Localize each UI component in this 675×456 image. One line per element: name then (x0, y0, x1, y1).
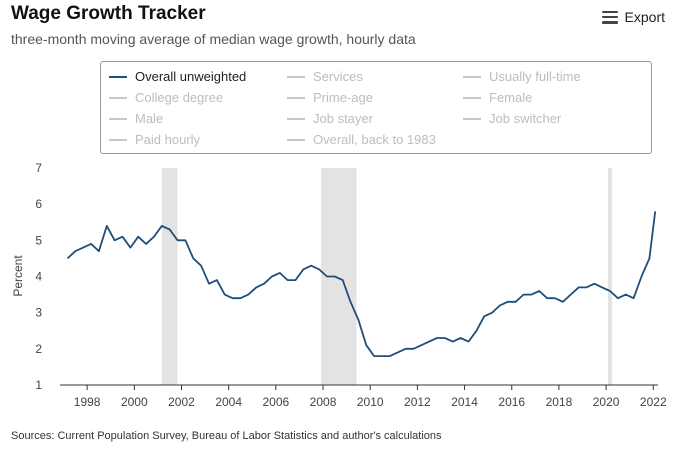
x-tick-label: 1998 (74, 395, 101, 409)
legend-label: Paid hourly (135, 132, 201, 147)
y-axis-label: Percent (11, 255, 25, 297)
y-tick-label: 3 (35, 306, 42, 320)
legend-box: Overall unweighted Services Usually full… (100, 61, 652, 154)
x-tick-label: 2002 (168, 395, 195, 409)
legend-swatch (463, 117, 481, 120)
x-tick-label: 2018 (546, 395, 573, 409)
y-axis: 1 2 3 4 5 6 7 (35, 161, 42, 392)
export-button[interactable]: Export (601, 9, 665, 25)
legend-item-female[interactable]: Female (463, 90, 532, 105)
legend-item-overall-unweighted[interactable]: Overall unweighted (109, 69, 246, 84)
export-label: Export (624, 9, 665, 25)
legend-item-services[interactable]: Services (287, 69, 363, 84)
legend-item-overall-back-to-1983[interactable]: Overall, back to 1983 (287, 132, 436, 147)
legend-label: College degree (135, 90, 224, 105)
recession-band (608, 168, 613, 385)
x-tick-label: 2000 (121, 395, 148, 409)
chart-subtitle: three-month moving average of median wag… (11, 31, 416, 47)
source-note: Sources: Current Population Survey, Bure… (11, 430, 442, 442)
series-group (66, 211, 657, 357)
legend-item-prime-age[interactable]: Prime-age (287, 90, 373, 105)
legend-label: Overall unweighted (135, 69, 247, 84)
legend-label: Male (135, 111, 164, 126)
legend-item-paid-hourly[interactable]: Paid hourly (109, 132, 200, 147)
legend-item-job-switcher[interactable]: Job switcher (463, 111, 561, 126)
x-tick-label: 2004 (215, 395, 242, 409)
legend-label: Usually full-time (489, 69, 581, 84)
legend-label: Prime-age (313, 90, 373, 105)
legend-swatch (287, 117, 305, 120)
legend-item-usually-full-time[interactable]: Usually full-time (463, 69, 581, 84)
legend-swatch (109, 138, 127, 141)
x-tick-label: 2022 (640, 395, 667, 409)
y-tick-label: 6 (35, 197, 42, 211)
x-tick-label: 2012 (404, 395, 431, 409)
x-tick-label: 2020 (593, 395, 620, 409)
legend-label: Female (489, 90, 533, 105)
legend-item-college-degree[interactable]: College degree (109, 90, 223, 105)
legend-swatch (287, 75, 305, 78)
legend-swatch (109, 117, 127, 120)
legend-label: Job stayer (313, 111, 373, 126)
legend-swatch (109, 96, 127, 99)
y-tick-label: 4 (35, 270, 42, 284)
legend-swatch (109, 75, 127, 78)
legend-item-male[interactable]: Male (109, 111, 163, 126)
menu-icon (601, 10, 618, 24)
x-tick-label: 2016 (498, 395, 525, 409)
legend-swatch (463, 75, 481, 78)
y-tick-label: 5 (35, 233, 42, 247)
chart-title: Wage Growth Tracker (11, 3, 206, 24)
legend-label: Overall, back to 1983 (313, 132, 436, 147)
y-tick-label: 2 (35, 342, 42, 356)
y-tick-label: 7 (35, 161, 42, 175)
legend-swatch (287, 138, 305, 141)
legend-item-job-stayer[interactable]: Job stayer (287, 111, 373, 126)
series-line-overall-unweighted (66, 211, 657, 357)
recession-bands (161, 168, 613, 385)
x-axis: 1998 2000 2002 2004 2006 2008 2010 2012 2014 2016… (60, 384, 667, 409)
recession-band (161, 168, 178, 385)
y-tick-label: 1 (35, 378, 42, 392)
x-tick-label: 2006 (262, 395, 289, 409)
legend-label: Services (313, 69, 363, 84)
legend-swatch (287, 96, 305, 99)
x-tick-label: 2010 (357, 395, 384, 409)
legend-label: Job switcher (489, 111, 562, 126)
x-tick-label: 2008 (310, 395, 337, 409)
legend-swatch (463, 96, 481, 99)
x-tick-label: 2014 (451, 395, 478, 409)
